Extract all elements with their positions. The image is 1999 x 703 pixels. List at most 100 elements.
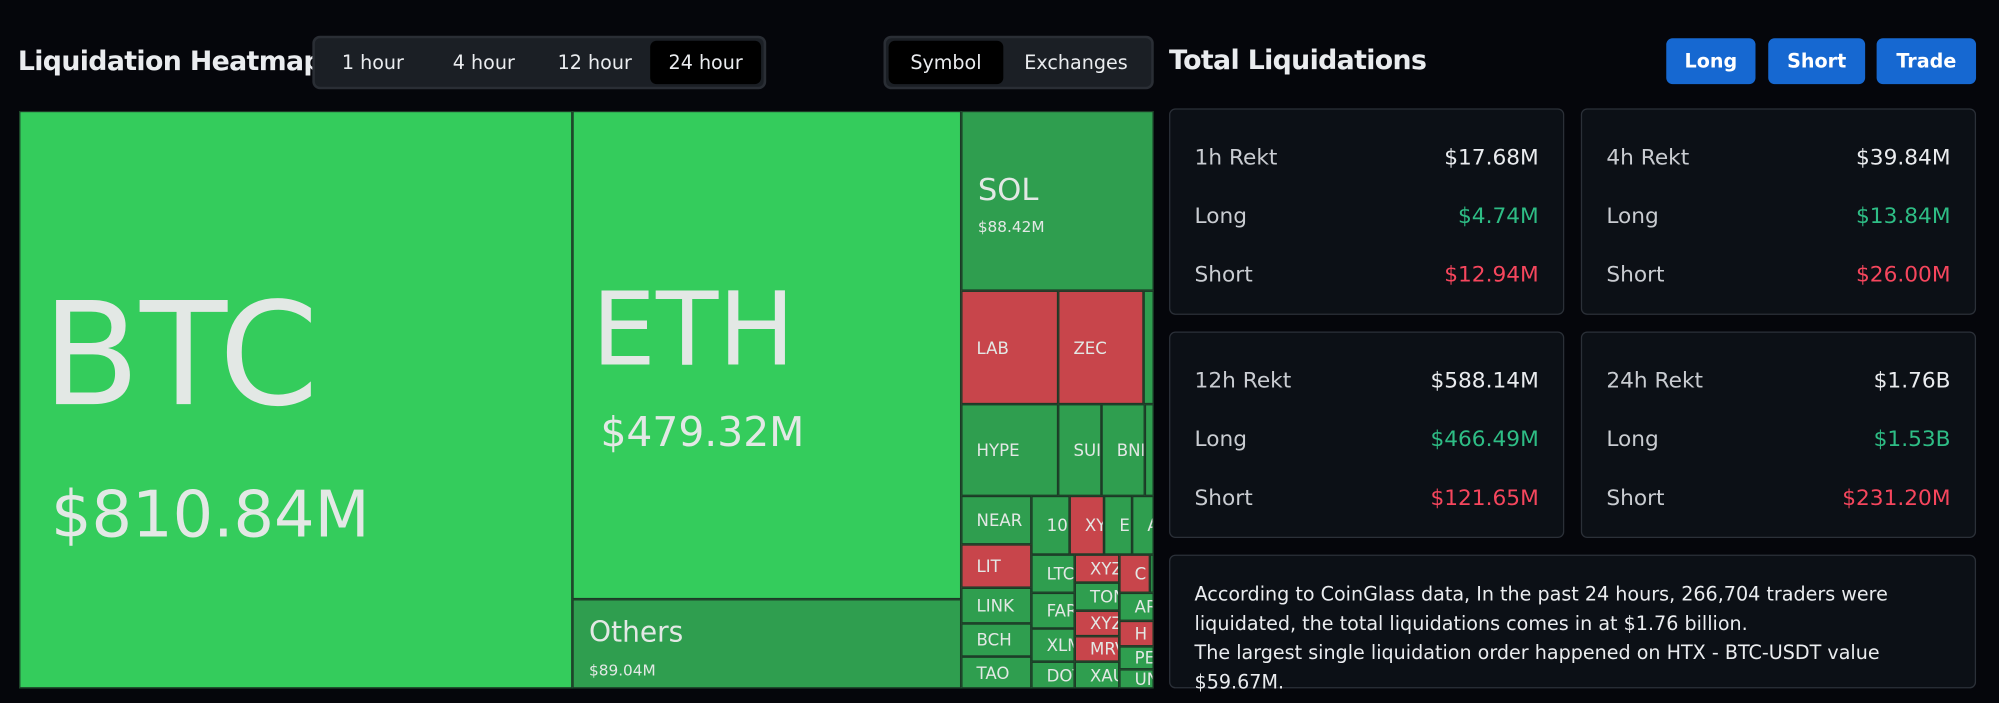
heatmap-cell[interactable]: BCH: [961, 623, 1032, 657]
card-header: 1h Rekt $17.68M: [1195, 145, 1539, 170]
heatmap-cell[interactable]: Others $89.04M: [572, 599, 962, 689]
heatmap-cell[interactable]: XYZ: [1074, 554, 1120, 583]
heatmap-cell[interactable]: UN: [1119, 669, 1154, 689]
card-header: 24h Rekt $1.76B: [1606, 368, 1950, 393]
cell-label: AR: [1134, 598, 1153, 618]
heatmap-cell[interactable]: NEAR: [961, 495, 1032, 545]
rekt-card: 4h Rekt $39.84M Long $13.84M Short $26.00M: [1580, 108, 1977, 315]
time-tab[interactable]: 24 hour: [650, 40, 762, 85]
cell-label: MRV: [1090, 640, 1118, 660]
heatmap-cell[interactable]: TON: [1074, 582, 1120, 611]
heatmap: BTC $810.84M ETH $479.32M Others $89.04M SOL $8…: [19, 110, 1154, 689]
cell-label: LIT: [976, 557, 1001, 577]
heatmap-cell[interactable]: XYZ: [1074, 610, 1120, 637]
heatmap-cell[interactable]: LINK: [961, 587, 1032, 624]
heatmap-cell[interactable]: H: [1119, 620, 1154, 647]
card-total: $17.68M: [1444, 145, 1539, 171]
heatmap-cell[interactable]: XY: [1069, 495, 1105, 555]
row-label: Short: [1606, 262, 1665, 289]
cell-label: SOL: [977, 172, 1039, 208]
heatmap-cell[interactable]: LAB: [961, 290, 1059, 405]
heatmap-cell[interactable]: ZEC: [1058, 290, 1144, 405]
card-row: Long $13.84M: [1606, 204, 1950, 229]
heatmap-cell[interactable]: DOT: [1031, 661, 1075, 689]
cell-sliver: [1149, 554, 1154, 593]
heatmap-cell[interactable]: C: [1119, 554, 1150, 593]
view-tab[interactable]: Symbol: [888, 40, 1004, 85]
card-row: Short $231.20M: [1606, 486, 1950, 511]
heatmap-cell[interactable]: HYPE: [961, 404, 1059, 496]
trade-button[interactable]: Trade: [1876, 38, 1977, 85]
heatmap-cell[interactable]: SOL $88.42M: [961, 110, 1154, 291]
short-button[interactable]: Short: [1768, 38, 1866, 85]
row-value: $1.53B: [1873, 427, 1951, 453]
cell-label: UN: [1134, 670, 1153, 689]
cell-label: NEAR: [976, 511, 1023, 531]
cell-label: ETH: [591, 270, 795, 389]
rekt-card: 1h Rekt $17.68M Long $4.74M Short $12.94M: [1169, 108, 1565, 315]
heatmap-cell[interactable]: BNI: [1101, 404, 1145, 496]
rekt-card: 24h Rekt $1.76B Long $1.53B Short $231.20M: [1580, 331, 1977, 538]
card-title: 1h Rekt: [1194, 145, 1278, 171]
heatmap-cell[interactable]: AR: [1119, 592, 1154, 621]
cell-label: A: [1147, 518, 1152, 535]
cell-label: XY: [1084, 516, 1103, 537]
row-label: Long: [1194, 203, 1248, 230]
cell-label: TON: [1090, 588, 1118, 608]
heatmap-cell[interactable]: XLM: [1031, 628, 1075, 662]
row-value: $121.65M: [1430, 485, 1539, 512]
summary-title: Total Liquidations: [1169, 44, 1427, 76]
heatmap-cell[interactable]: LTC: [1031, 554, 1075, 593]
view-tabs: Symbol Exchanges: [883, 35, 1154, 90]
card-row: Long $1.53B: [1606, 427, 1950, 452]
heatmap-cell[interactable]: EN: [1104, 495, 1133, 555]
heatmap-cell[interactable]: A: [1132, 495, 1154, 555]
heatmap-cell[interactable]: TAO: [961, 656, 1032, 689]
cell-label: DOT: [1046, 666, 1074, 686]
cell-label: SUI: [1073, 441, 1101, 461]
time-tab[interactable]: 4 hour: [452, 50, 515, 74]
cell-label: LAB: [976, 339, 1009, 359]
card-total: $588.14M: [1430, 368, 1539, 394]
cell-label: H: [1134, 625, 1148, 645]
card-row: Short $121.65M: [1195, 486, 1539, 511]
card-total: $39.84M: [1856, 145, 1951, 171]
cell-value: $810.84M: [50, 478, 370, 553]
heatmap-cell[interactable]: LIT: [961, 544, 1032, 588]
cell-label: 10(: [1046, 516, 1069, 537]
view-tab[interactable]: Exchanges: [1024, 50, 1128, 74]
heatmap-title: Liquidation Heatmap: [17, 45, 323, 77]
heatmap-cell[interactable]: SUI: [1058, 404, 1102, 496]
cell-value: $479.32M: [600, 407, 805, 457]
heatmap-cell[interactable]: FAR: [1031, 592, 1075, 629]
row-label: Long: [1194, 427, 1248, 453]
cell-label: XAU: [1090, 666, 1118, 686]
row-value: $231.20M: [1842, 485, 1951, 512]
time-tab[interactable]: 1 hour: [341, 50, 404, 74]
heatmap-cell[interactable]: ETH $479.32M: [572, 110, 962, 600]
heatmap-cell[interactable]: BTC $810.84M: [19, 110, 573, 689]
heatmap-cell[interactable]: PE: [1119, 646, 1154, 670]
row-label: Short: [1194, 262, 1253, 289]
cell-value: $88.42M: [977, 218, 1045, 236]
row-value: $466.49M: [1430, 427, 1539, 453]
heatmap-cell[interactable]: 10(: [1031, 495, 1070, 555]
card-total: $1.76B: [1873, 368, 1951, 394]
cell-label: BNI: [1116, 441, 1145, 461]
long-button[interactable]: Long: [1666, 38, 1756, 85]
row-label: Long: [1606, 203, 1659, 230]
cell-label: LTC: [1046, 565, 1075, 585]
card-row: Short $26.00M: [1606, 263, 1950, 288]
card-row: Short $12.94M: [1195, 263, 1539, 288]
time-tabs: 1 hour 4 hour 12 hour 24 hour: [312, 35, 767, 90]
heatmap-cell[interactable]: MRV: [1074, 636, 1120, 662]
time-tab[interactable]: 12 hour: [557, 50, 632, 74]
cell-label: XYZ: [1090, 615, 1118, 635]
cell-label: LINK: [976, 597, 1014, 617]
row-label: Short: [1606, 485, 1665, 512]
card-title: 24h Rekt: [1606, 368, 1704, 394]
row-value: $12.94M: [1444, 262, 1539, 289]
card-title: 12h Rekt: [1194, 368, 1292, 394]
heatmap-cell[interactable]: XAU: [1074, 661, 1120, 689]
